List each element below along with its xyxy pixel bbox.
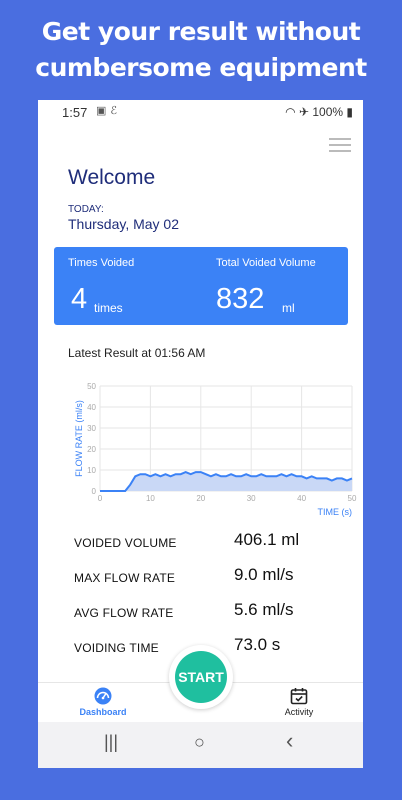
metric-label: VOIDING TIME bbox=[74, 641, 159, 655]
times-voided-label: Times Voided bbox=[68, 257, 135, 269]
y-tick-label: 50 bbox=[87, 382, 96, 391]
nav-activity[interactable]: Activity bbox=[264, 683, 334, 723]
metric-value: 5.6 ml/s bbox=[234, 600, 294, 619]
metric-value: 9.0 ml/s bbox=[234, 565, 294, 584]
x-tick-label: 50 bbox=[348, 494, 357, 503]
metric-label: MAX FLOW RATE bbox=[74, 571, 176, 585]
system-nav-bar: ||| ○ ‹ bbox=[38, 722, 363, 768]
total-volume-unit: ml bbox=[282, 301, 295, 315]
times-voided-value: 4 bbox=[71, 283, 88, 315]
y-tick-label: 10 bbox=[87, 466, 96, 475]
status-time: 1:57 bbox=[62, 105, 88, 120]
x-axis-label: TIME (s) bbox=[318, 507, 353, 517]
phone-screen: 1:57 ▣ℰ ◠ ✈ 100% ▮ Welcome TODAY: Thursd… bbox=[38, 100, 363, 768]
nav-dashboard-label: Dashboard bbox=[79, 707, 127, 717]
promo-line-1: Get your result without bbox=[41, 17, 361, 46]
recents-button[interactable]: ||| bbox=[104, 732, 119, 752]
y-tick-label: 40 bbox=[87, 403, 96, 412]
hamburger-menu-icon[interactable] bbox=[329, 138, 351, 152]
status-left-icons: ▣ℰ bbox=[96, 104, 121, 117]
promo-line-2: cumbersome equipment bbox=[35, 53, 367, 82]
x-tick-label: 0 bbox=[98, 494, 103, 503]
home-button[interactable]: ○ bbox=[194, 732, 205, 752]
metric-row: MAX FLOW RATE 9.0 ml/s bbox=[74, 565, 344, 600]
nav-activity-label: Activity bbox=[284, 707, 314, 717]
y-axis-label: FLOW RATE (ml/s) bbox=[74, 400, 84, 477]
today-date: Thursday, May 02 bbox=[68, 216, 180, 232]
battery-icon: ▮ bbox=[346, 105, 353, 119]
y-tick-label: 20 bbox=[87, 445, 96, 454]
total-volume-value: 832 bbox=[216, 283, 265, 315]
metrics-list: VOIDED VOLUME 406.1 ml MAX FLOW RATE 9.0 ml… bbox=[74, 530, 344, 670]
total-volume-label: Total Voided Volume bbox=[216, 257, 316, 269]
metric-value: 73.0 s bbox=[234, 635, 281, 654]
metric-row: VOIDED VOLUME 406.1 ml bbox=[74, 530, 344, 565]
start-button[interactable]: START bbox=[175, 651, 227, 703]
metric-row: AVG FLOW RATE 5.6 ml/s bbox=[74, 600, 344, 635]
metric-value: 406.1 ml bbox=[234, 530, 300, 549]
app-notification-icon: ℰ bbox=[110, 105, 122, 117]
latest-result-label: Latest Result at 01:56 AM bbox=[68, 346, 206, 360]
x-tick-label: 10 bbox=[146, 494, 155, 503]
flow-line bbox=[100, 471, 353, 492]
calendar-check-icon bbox=[290, 688, 308, 705]
x-tick-label: 40 bbox=[297, 494, 306, 503]
x-tick-label: 30 bbox=[247, 494, 256, 503]
metric-row: VOIDING TIME 73.0 s bbox=[74, 635, 344, 670]
status-right: ◠ ✈ 100% ▮ bbox=[285, 105, 353, 119]
stats-card: Times Voided Total Voided Volume 4 times… bbox=[54, 247, 348, 325]
image-icon: ▣ bbox=[96, 105, 111, 117]
metric-label: AVG FLOW RATE bbox=[74, 606, 174, 620]
x-tick-label: 20 bbox=[196, 494, 205, 503]
metric-label: VOIDED VOLUME bbox=[74, 536, 177, 550]
y-tick-label: 30 bbox=[87, 424, 96, 433]
dashboard-gauge-icon bbox=[94, 687, 112, 705]
nav-dashboard[interactable]: Dashboard bbox=[68, 683, 138, 723]
wifi-icon: ◠ bbox=[285, 105, 296, 119]
status-bar: 1:57 ▣ℰ ◠ ✈ 100% ▮ bbox=[38, 100, 363, 126]
flow-rate-chart: 0 10 20 30 40 50 0 10 20 30 40 50 FLOW RATE (ml/s) TI… bbox=[68, 378, 358, 528]
y-tick-label: 0 bbox=[92, 487, 97, 496]
back-button[interactable]: ‹ bbox=[286, 728, 294, 753]
welcome-title: Welcome bbox=[68, 166, 156, 189]
flow-area bbox=[100, 472, 352, 491]
today-label: TODAY: bbox=[68, 204, 104, 215]
promo-header: Get your result without cumbersome equip… bbox=[0, 14, 402, 86]
airplane-icon: ✈ bbox=[298, 105, 309, 119]
battery-percent: 100% bbox=[312, 105, 344, 119]
times-voided-unit: times bbox=[94, 301, 123, 315]
